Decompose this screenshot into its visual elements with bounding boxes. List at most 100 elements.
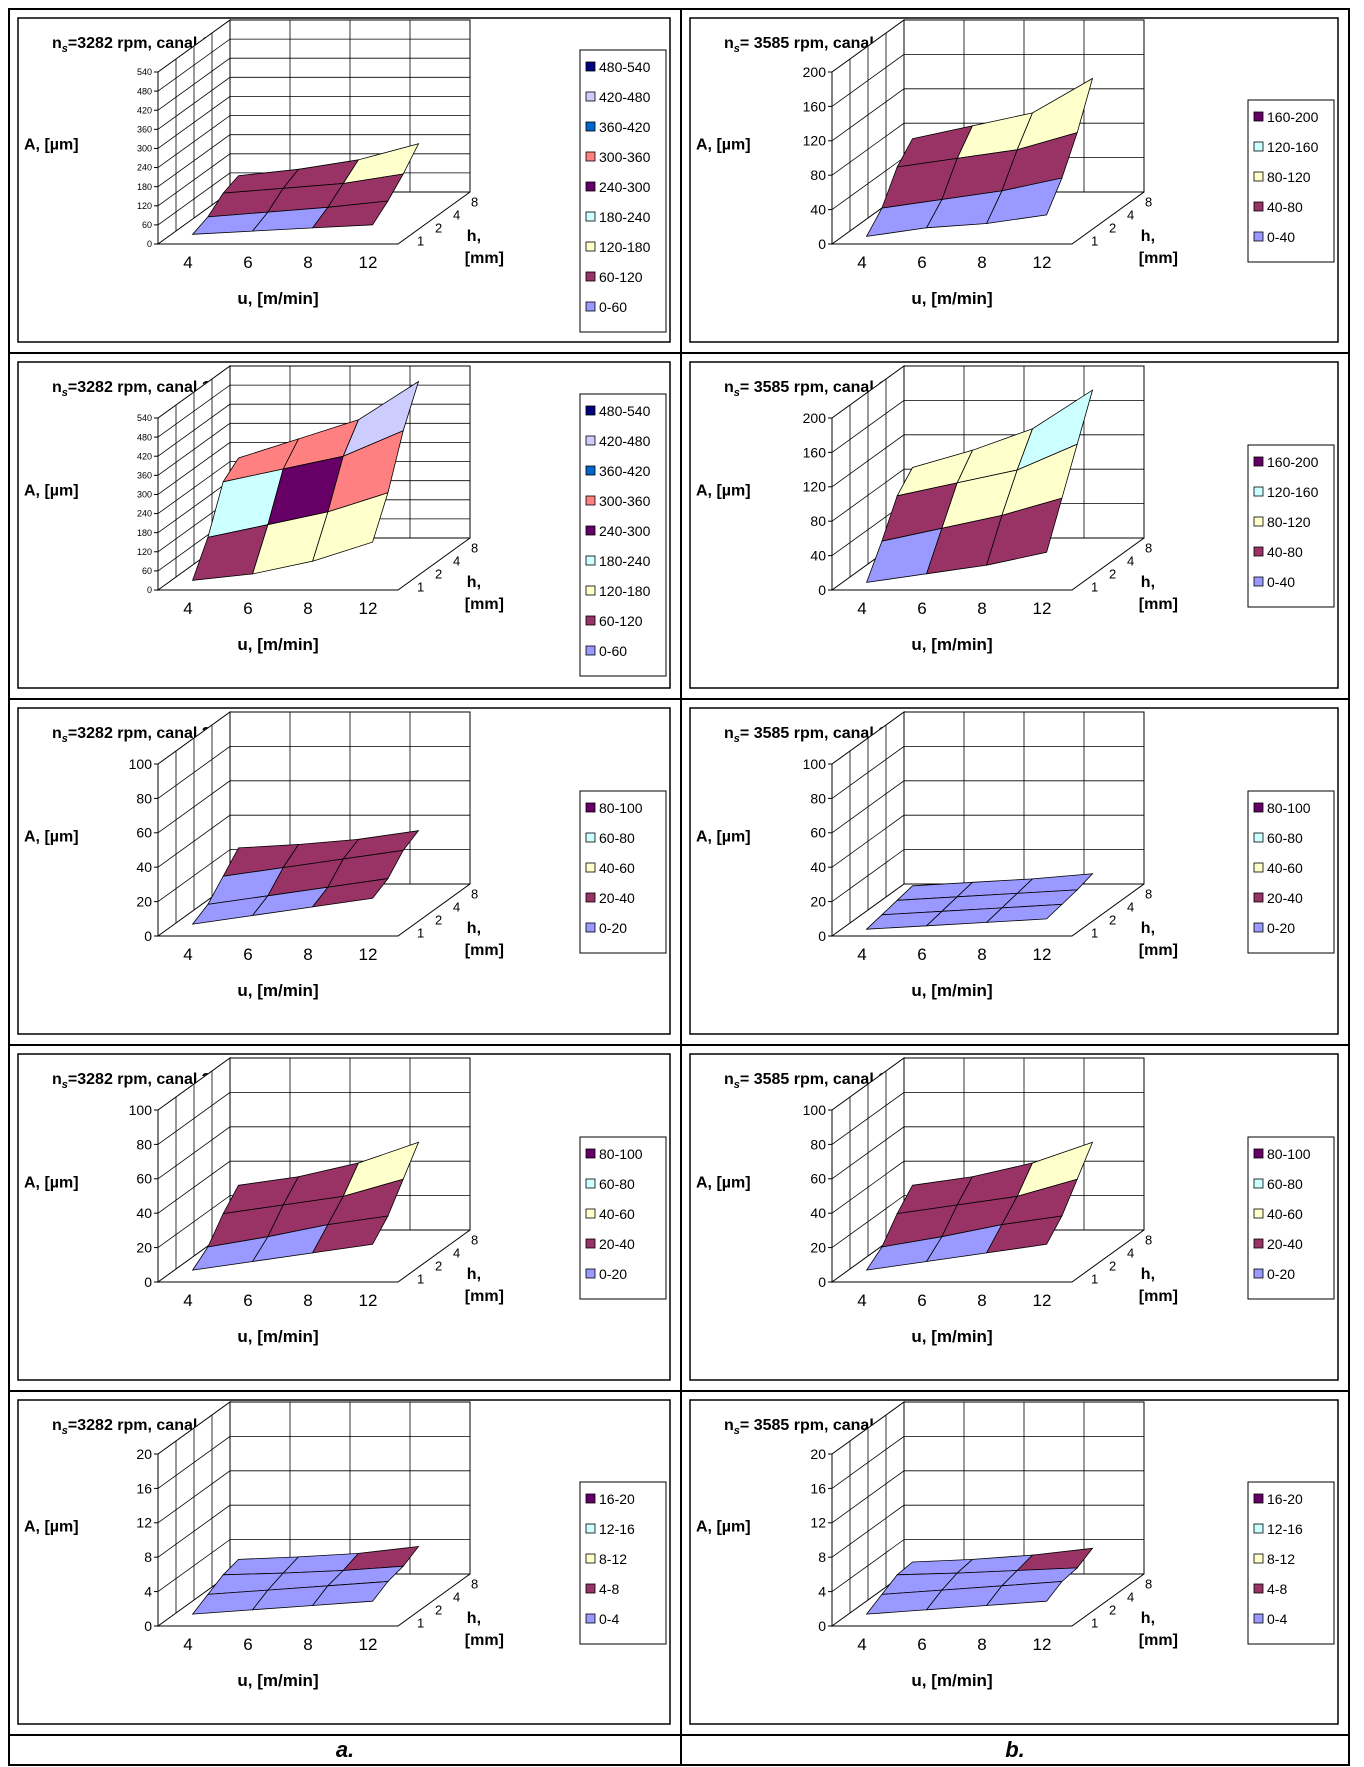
z-tick-label: 100 [129,1102,153,1118]
z-tick-label: 8 [144,1549,152,1565]
chart-title: ns= 3585 rpm, canal 4 [724,1417,887,1437]
legend-label: 80-100 [1267,800,1311,816]
legend-swatch [1253,456,1264,467]
chart-panel: ns=3282 rpm, canal 1 0 60 120 180 240 300 360 42… [10,354,680,698]
legend-label: 40-60 [1267,860,1303,876]
x-axis-label: u, [m/min] [911,1327,992,1346]
legend-swatch [1253,141,1264,152]
legend-swatch [585,525,596,536]
legend-label: 480-540 [599,403,651,419]
legend-swatch [1253,576,1264,587]
y-tick-label: 4 [453,554,460,569]
z-gridline [831,1470,1144,1524]
y-tick-label: 1 [417,1272,424,1287]
z-tick-label: 80 [810,790,826,806]
legend-label: 360-420 [599,119,651,135]
title-n: n [724,1071,734,1088]
legend-label: 40-80 [1267,544,1303,560]
z-gridline [831,88,1144,142]
legend-swatch [1253,832,1264,843]
z-tick-label: 120 [137,547,152,557]
y-axis-label: h, [1141,228,1155,245]
z-axis-label: A, [µm] [24,482,79,499]
title-rest: =3282 rpm, canal 3 [68,1071,211,1088]
legend: 480-540 420-480 360-420 300-360 240-300 180-2… [579,49,667,333]
z-tick-label: 40 [136,859,152,875]
title-n: n [52,379,62,396]
legend-label: 120-160 [1267,484,1319,500]
chart-title: ns=3282 rpm, canal 3 [52,1071,211,1091]
z-gridline [157,814,470,868]
legend-swatch [585,495,596,506]
legend-swatch [585,555,596,566]
legend-label: 80-120 [1267,169,1311,185]
z-tick-label: 480 [137,86,152,96]
legend-label: 4-8 [1267,1581,1287,1597]
floor-edge [158,537,471,591]
z-tick-label: 80 [136,790,152,806]
legend-swatch [585,1268,596,1279]
legend-swatch [1253,516,1264,527]
z-gridline [831,814,1144,868]
x-tick-label: 8 [303,1291,312,1310]
legend-swatch [1253,1178,1264,1189]
legend-swatch [1253,546,1264,557]
legend-label: 300-360 [599,149,651,165]
chart-svg: ns=3282 rpm, canal 106012018024030036042… [17,361,671,689]
y-axis-label-unit: [mm] [1139,1632,1178,1649]
surface-patch [311,1215,389,1254]
z-tick-label: 0 [818,1618,826,1634]
y-tick-label: 4 [1127,208,1134,223]
z-tick-label: 0 [818,1274,826,1290]
legend-swatch [1253,1493,1264,1504]
legend-label: 80-100 [599,1146,643,1162]
legend-swatch [585,61,596,72]
legend-swatch [585,1208,596,1219]
z-gridline [157,746,470,799]
y-tick-label: 4 [453,208,460,223]
y-tick-label: 8 [1145,1577,1152,1592]
chart-panel: ns=3282 rpm, canal 2 0 20 40 60 80 100 A, [µm] 4… [10,700,680,1044]
z-axis-label: A, [µm] [24,828,79,845]
legend-swatch [585,405,596,416]
legend-label: 60-120 [599,269,643,285]
x-tick-label: 4 [183,1635,192,1654]
surface [865,77,1094,237]
legend-label: 300-360 [599,493,651,509]
x-tick-label: 6 [917,1635,926,1654]
legend-swatch [585,832,596,843]
legend-swatch [585,892,596,903]
z-tick-label: 4 [818,1584,826,1600]
title-n: n [724,725,734,742]
x-axis-label: u, [m/min] [237,981,318,1000]
x-tick-label: 6 [243,1635,252,1654]
y-tick-label: 8 [1145,887,1152,902]
legend-label: 60-80 [599,1176,635,1192]
legend-label: 20-40 [599,890,635,906]
legend-swatch [1253,862,1264,873]
y-axis-label-unit: [mm] [465,596,504,613]
z-tick-label: 60 [810,1171,826,1187]
legend-label: 120-180 [599,239,651,255]
z-axis: 0 20 40 60 80 100 [803,756,833,944]
x-axis-label: u, [m/min] [911,635,992,654]
z-tick-label: 20 [810,1446,826,1462]
y-tick-label: 1 [1091,1616,1098,1631]
legend: 16-20 12-16 8-12 4-8 0-4 [579,1481,667,1645]
chart-svg: ns=3282 rpm, canal 006012018024030036042… [17,17,671,343]
y-axis-label-unit: [mm] [1139,942,1178,959]
y-axis-label: h, [467,1610,481,1627]
y-tick-label: 1 [1091,926,1098,941]
y-tick-label: 4 [453,1246,460,1261]
legend-label: 160-200 [1267,454,1319,470]
z-gridline [831,1126,1144,1180]
z-tick-label: 0 [818,236,826,252]
z-tick-label: 300 [137,490,152,500]
chart-panel: ns=3282 rpm, canal 3 0 20 40 60 80 100 A, [µm] 4… [10,1046,680,1390]
legend-swatch [1253,892,1264,903]
y-tick-label: 2 [1109,1259,1116,1274]
z-tick-label: 240 [137,509,152,519]
z-tick-label: 60 [136,825,152,841]
floor-edge [158,191,471,245]
legend-swatch [1253,171,1264,182]
